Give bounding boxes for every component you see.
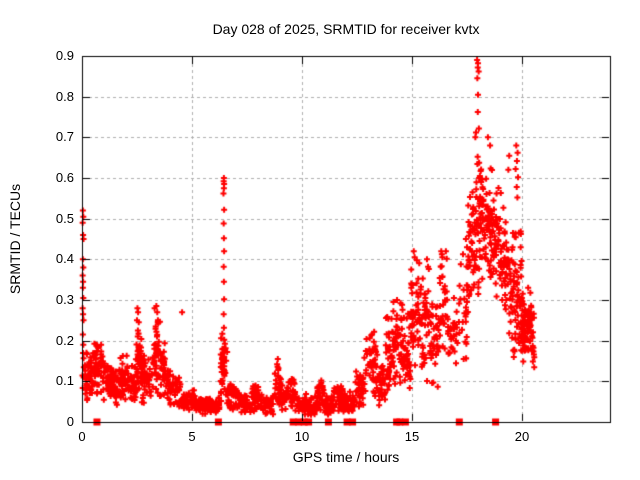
- x-tick-label: 10: [294, 429, 310, 444]
- x-axis-label: GPS time / hours: [292, 449, 400, 465]
- plot-title: Day 028 of 2025, SRMTID for receiver kvt…: [212, 21, 480, 37]
- x-tick-label: 0: [78, 429, 86, 444]
- y-tick-label: 0.2: [55, 333, 74, 348]
- y-tick-label: 0.9: [55, 48, 74, 63]
- y-tick-label: 0: [66, 414, 74, 429]
- x-tick-label: 20: [514, 429, 530, 444]
- y-axis-label: SRMTID / TECUs: [7, 183, 23, 295]
- y-tick-label: 0.7: [55, 129, 74, 144]
- x-tick-label: 15: [404, 429, 420, 444]
- y-tick-label: 0.4: [55, 251, 74, 266]
- y-tick-label: 0.8: [55, 89, 74, 104]
- x-tick-label: 5: [188, 429, 196, 444]
- y-tick-label: 0.3: [55, 292, 74, 307]
- y-tick-label: 0.1: [55, 373, 74, 388]
- y-tick-label: 0.5: [55, 211, 74, 226]
- y-tick-label: 0.6: [55, 170, 74, 185]
